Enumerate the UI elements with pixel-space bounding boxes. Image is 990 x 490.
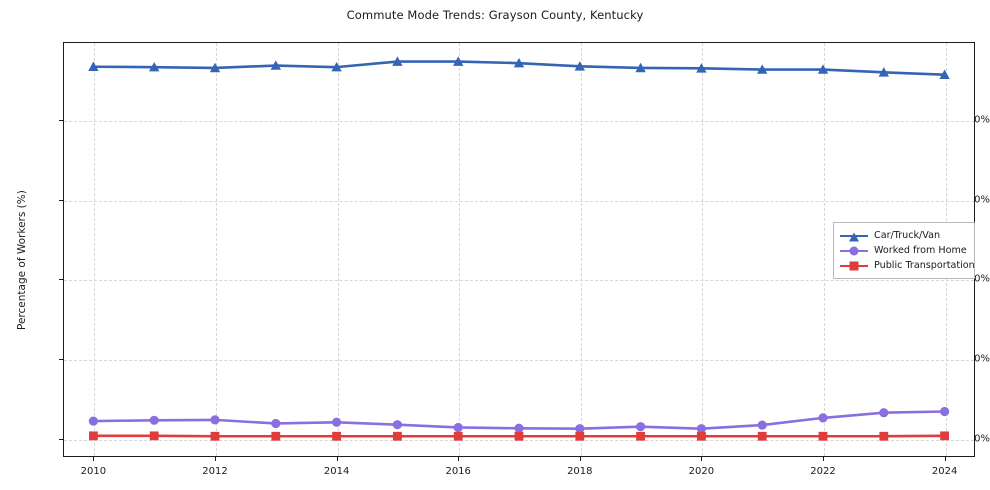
gridline-horizontal: [64, 120, 974, 122]
x-tick-mark: [701, 457, 703, 461]
gridline-vertical: [580, 43, 582, 456]
y-tick-mark: [59, 119, 63, 121]
legend-label: Public Transportation: [874, 260, 975, 271]
legend-label: Worked from Home: [874, 245, 967, 256]
gridline-vertical: [459, 43, 461, 456]
legend-item-1[interactable]: Car/Truck/Van: [840, 228, 968, 243]
x-tick-label: 2010: [80, 466, 107, 477]
gridline-vertical: [702, 43, 704, 456]
y-tick-mark: [59, 359, 63, 361]
gridline-vertical: [337, 43, 339, 456]
plot-area: [63, 42, 975, 457]
legend-swatch: [840, 229, 868, 243]
x-tick-label: 2020: [688, 466, 715, 477]
x-tick-label: 2016: [445, 466, 471, 477]
legend-item-3[interactable]: Public Transportation: [840, 258, 975, 273]
x-tick-mark: [215, 457, 216, 461]
y-tick-mark: [59, 279, 63, 281]
x-tick-label: 2022: [810, 466, 836, 477]
y-tick-label: 40%: [967, 273, 990, 285]
legend-marker-circle-icon: [849, 246, 859, 255]
gridline-vertical: [824, 43, 825, 456]
legend-label: Car/Truck/Van: [874, 230, 941, 241]
x-tick-mark: [823, 457, 824, 461]
y-tick-label: 80%: [967, 114, 990, 126]
x-tick-mark: [579, 457, 581, 461]
legend-swatch: [840, 259, 868, 273]
gridline-vertical: [216, 43, 217, 456]
y-tick-mark: [59, 199, 63, 201]
legend-swatch: [840, 244, 868, 258]
gridline-horizontal: [64, 360, 974, 362]
y-tick-label: 60%: [967, 194, 990, 206]
x-tick-mark: [93, 457, 95, 461]
x-tick-mark: [944, 457, 946, 461]
x-tick-label: 2024: [931, 466, 958, 477]
x-tick-label: 2014: [323, 466, 350, 477]
x-tick-label: 2018: [567, 466, 593, 477]
legend-marker-triangle-icon: [849, 232, 859, 241]
x-tick-label: 2012: [202, 466, 228, 477]
legend-item-2[interactable]: Worked from Home: [840, 243, 968, 258]
x-tick-mark: [336, 457, 338, 461]
y-axis-label: Percentage of Workers (%): [16, 190, 28, 330]
chart-legend: Car/Truck/Van Worked from Home Public Tran…: [833, 222, 975, 279]
y-tick-mark: [59, 439, 63, 441]
legend-marker-square-icon: [849, 261, 859, 270]
x-tick-mark: [458, 457, 460, 461]
gridline-vertical: [94, 43, 96, 456]
gridline-horizontal: [64, 440, 974, 442]
gridline-horizontal: [64, 280, 974, 282]
y-tick-label: 0%: [974, 433, 990, 445]
chart-title: Commute Mode Trends: Grayson County, Ken…: [346, 8, 644, 22]
gridline-horizontal: [64, 200, 974, 202]
y-tick-label: 20%: [967, 353, 990, 365]
